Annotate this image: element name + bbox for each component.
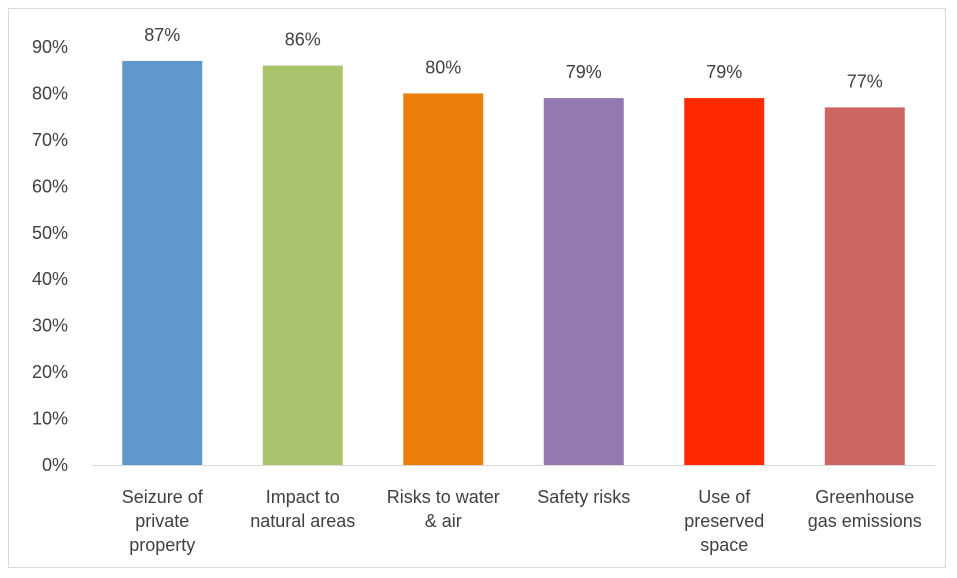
data-label: 86% [285,30,321,50]
x-category-label: Greenhouse gas emissions [808,487,922,531]
x-category-label-line: private [135,511,189,531]
x-axis: Seizure of private property Impact to natura… [92,465,935,555]
x-category-label-line: Seizure of [122,487,204,507]
x-category-label-line: space [700,535,748,555]
x-category-label-line: natural areas [250,511,355,531]
x-category-label-line: Greenhouse [815,487,914,507]
x-category-label: Risks to water & air [387,487,500,531]
data-label: 77% [847,71,883,91]
y-tick-label: 10% [32,409,68,429]
y-tick-label: 30% [32,316,68,336]
y-tick-label: 90% [32,37,68,57]
x-category-label: Use of preserved space [684,487,764,555]
data-label: 79% [706,62,742,82]
bar [403,93,484,465]
data-label: 87% [144,25,180,45]
x-category-label-line: Use of [698,487,751,507]
x-category-label-line: & air [425,511,462,531]
y-tick-label: 80% [32,83,68,103]
y-tick-label: 0% [42,455,68,475]
bar [543,98,624,465]
x-category-label-line: preserved [684,511,764,531]
bar [122,60,203,465]
x-category-label-line: property [129,535,195,555]
x-category-label-line: Safety risks [537,487,630,507]
x-category-label-line: gas emissions [808,511,922,531]
y-tick-label: 60% [32,176,68,196]
x-category-label: Seizure of private property [122,487,204,555]
x-category-label-line: Impact to [266,487,340,507]
bar [824,107,905,465]
data-label: 80% [425,57,461,77]
bar [262,65,343,466]
x-category-label: Impact to natural areas [250,487,355,531]
x-category-label: Safety risks [537,487,630,507]
y-tick-label: 50% [32,223,68,243]
y-tick-label: 70% [32,130,68,150]
x-category-label-line: Risks to water [387,487,500,507]
bars [122,60,905,466]
y-tick-label: 20% [32,362,68,382]
y-tick-label: 40% [32,269,68,289]
data-labels: 87% 86% 80% 79% 79% 77% [144,25,883,91]
data-label: 79% [566,62,602,82]
y-axis: 0% 10% 20% 30% 40% 50% 60% 70% 80% 90% [32,37,68,475]
bar [684,98,765,465]
